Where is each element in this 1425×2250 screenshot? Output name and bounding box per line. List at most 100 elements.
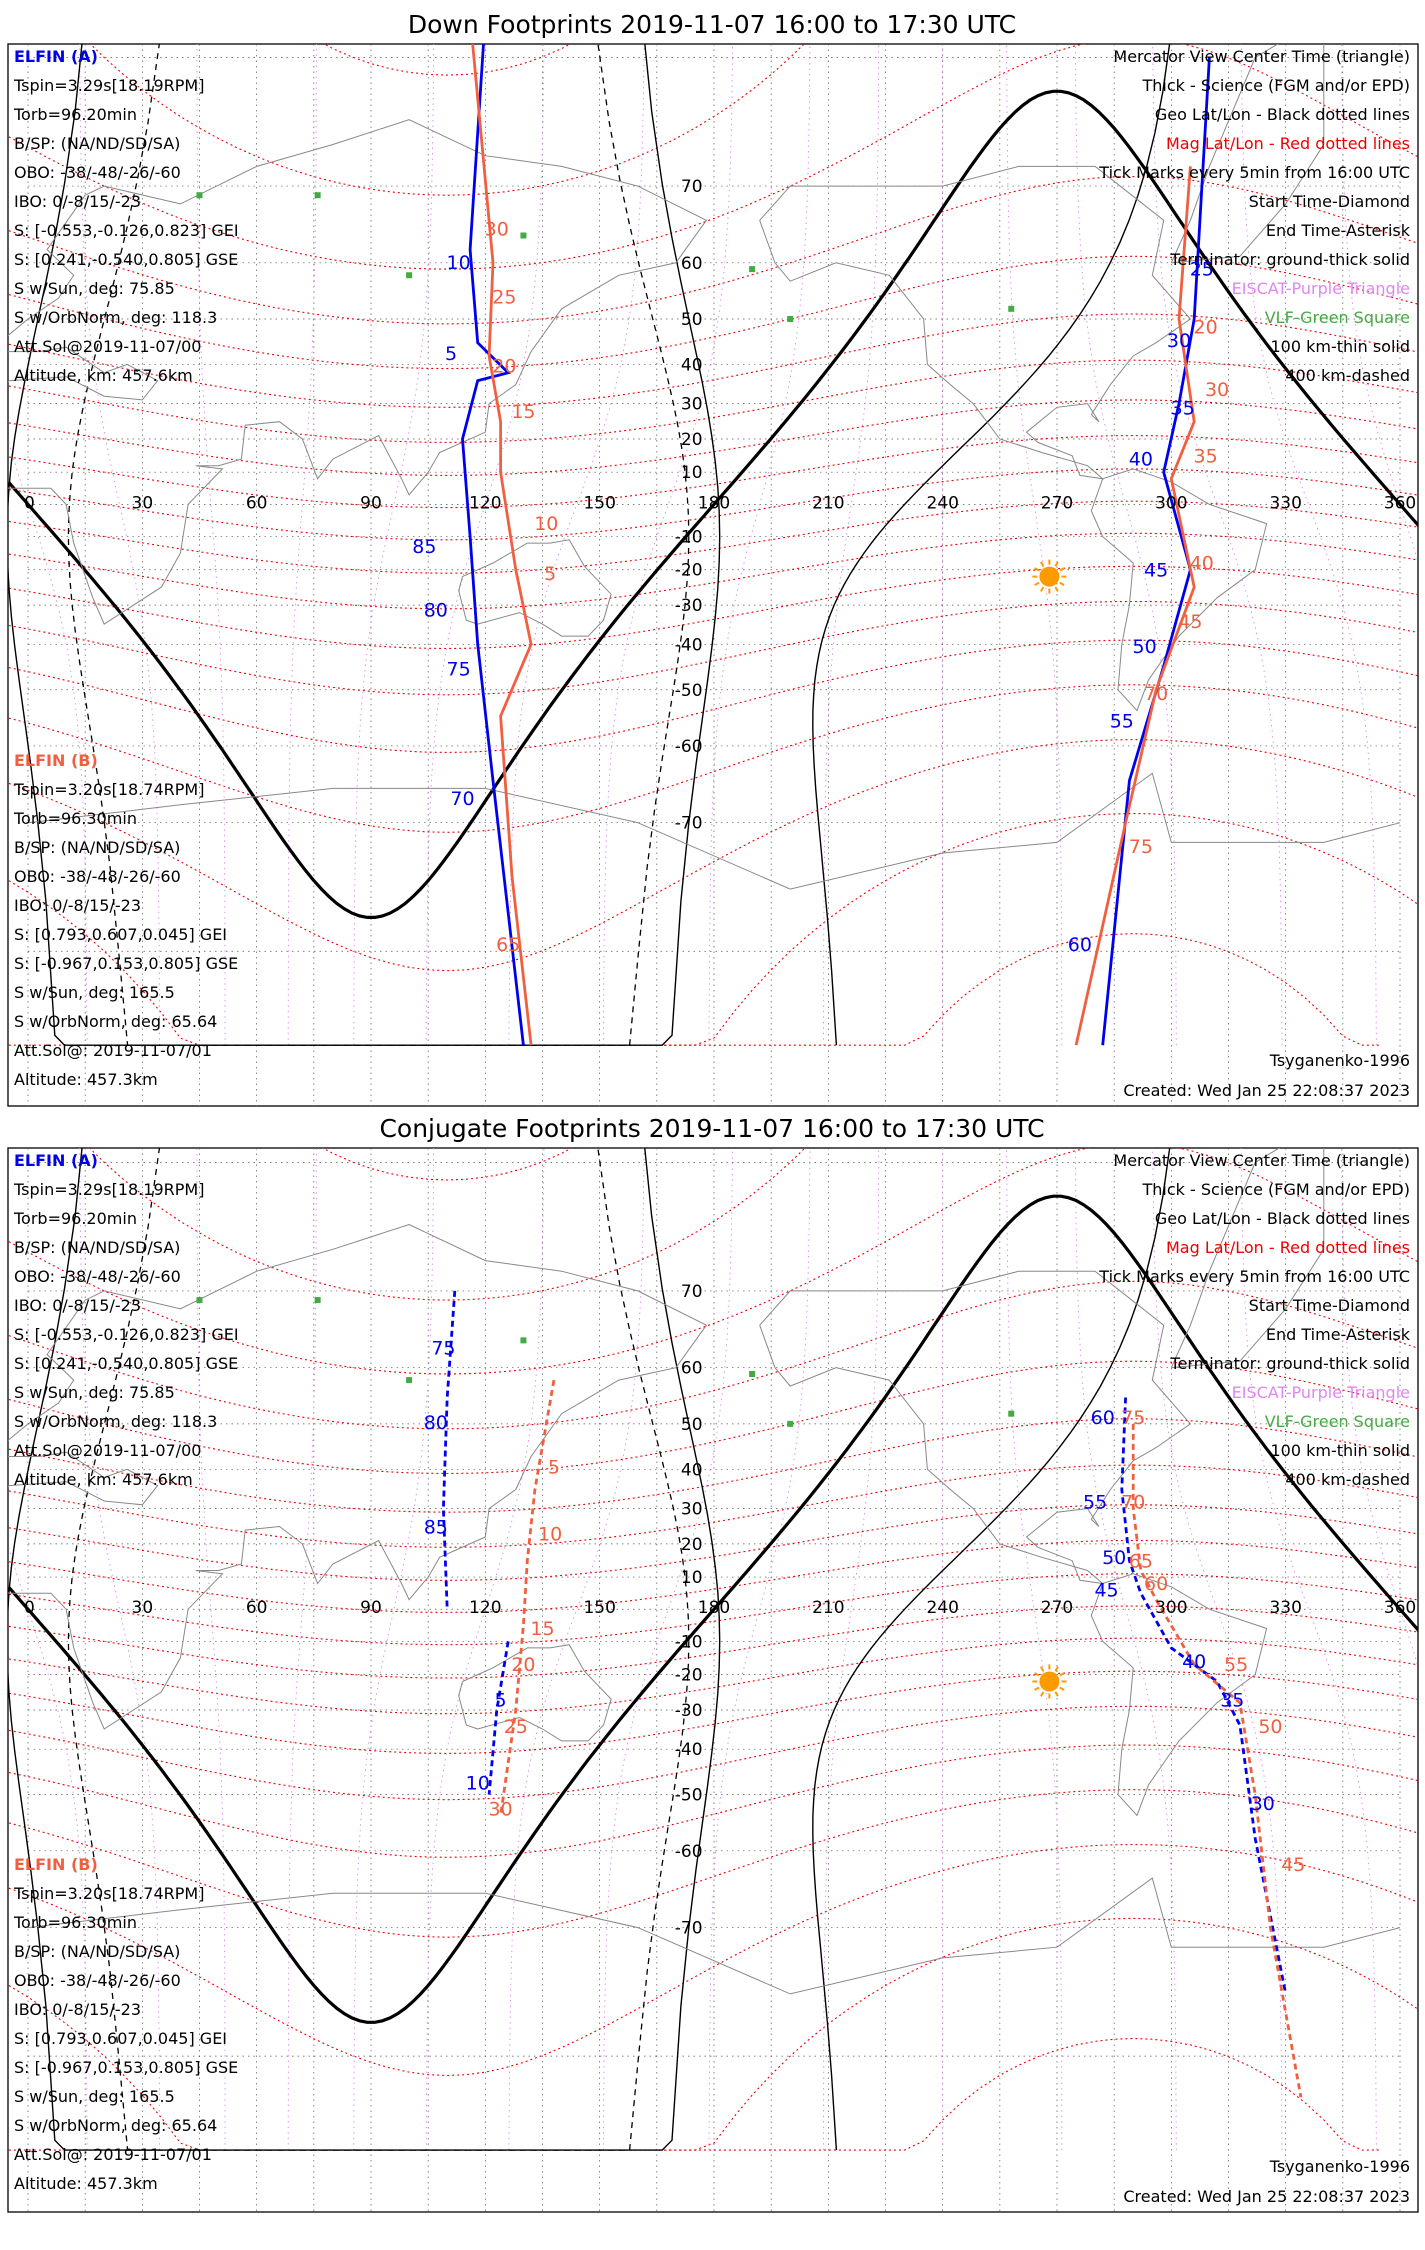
- latitude-label: 60: [681, 254, 703, 274]
- panel-title: Down Footprints 2019-11-07 16:00 to 17:3…: [408, 10, 1016, 39]
- elfin-b-param: S: [0.793,0.607,0.045] GEI: [14, 925, 227, 944]
- latitude-label: -40: [675, 635, 703, 655]
- elfin-a-name: ELFIN (A): [14, 1151, 98, 1170]
- elfin-b-param: Att.Sol@: 2019-11-07/01: [14, 1041, 212, 1060]
- mag-lon-grid: [8, 44, 1418, 1046]
- legend-item: Terminator: ground-thick solid: [1169, 1354, 1410, 1373]
- vlf-marker: [314, 192, 321, 199]
- track-tick-label: 20: [1194, 316, 1218, 338]
- latitude-label: 40: [681, 1460, 703, 1480]
- track-tick-label: 85: [424, 1517, 448, 1539]
- track-tick-label: 25: [504, 1716, 528, 1738]
- elfin-a-param: Att.Sol@2019-11-07/00: [14, 1441, 201, 1460]
- track-tick-label: 20: [492, 356, 516, 378]
- elfin-a-param: Torb=96.20min: [13, 105, 137, 124]
- longitude-label: 30: [132, 1598, 154, 1618]
- track-tick-label: 60: [1144, 1573, 1168, 1595]
- track-tick-label: 65: [496, 934, 520, 956]
- coastlines: [8, 44, 1401, 890]
- vlf-marker: [1008, 305, 1015, 312]
- elfin-b-param: OBO: -38/-48/-26/-60: [14, 1971, 181, 1990]
- track-tick-label: 10: [534, 513, 558, 535]
- terminator: [8, 1148, 1418, 2151]
- track-tick-label: 35: [1171, 398, 1195, 420]
- elfin-a-param: S: [-0.553,-0.126,0.823] GEI: [14, 1325, 239, 1344]
- elfin-a-param: OBO: -38/-48/-26/-60: [14, 1267, 181, 1286]
- legend-item: Terminator: ground-thick solid: [1169, 250, 1410, 269]
- track-tick-label: 30: [1167, 330, 1191, 352]
- latitude-label: -30: [675, 1701, 703, 1721]
- latitude-label: -20: [675, 1666, 703, 1686]
- track-tick-label: 30: [485, 218, 509, 240]
- track-tick-label: 5: [544, 563, 556, 585]
- track-tick-label: 10: [466, 1773, 490, 1795]
- legend-item: Tick Marks every 5min from 16:00 UTC: [1098, 163, 1410, 182]
- track-tick-label: 5: [548, 1456, 560, 1478]
- elfin-a-param: Tspin=3.29s[18.19RPM]: [13, 76, 204, 95]
- latitude-label: 30: [681, 1499, 703, 1519]
- longitude-label: 330: [1269, 1598, 1301, 1618]
- vlf-marker: [787, 1420, 794, 1427]
- elfin-a-param: Att.Sol@2019-11-07/00: [14, 337, 201, 356]
- elfin-a-param: S w/Sun, deg: 75.85: [14, 1383, 175, 1402]
- track-tick-label: 50: [1133, 636, 1157, 658]
- coastlines: [8, 1148, 1401, 1995]
- sun-icon: [1032, 1664, 1067, 1699]
- track-tick-label: 45: [1281, 1854, 1305, 1876]
- elfin-b-param: B/SP: (NA/ND/SD/SA): [14, 1942, 180, 1961]
- track-tick-label: 30: [1251, 1793, 1275, 1815]
- mag-lat-grid: [8, 1148, 1418, 2151]
- map-axis-labels: 0 30 60 90 120 150 180 210 240 270 300 330 360 -70 -60…: [24, 177, 1416, 834]
- track-tick-label: 10: [538, 1523, 562, 1545]
- elfin-b-param: B/SP: (NA/ND/SD/SA): [14, 838, 180, 857]
- elfin-a-param: Torb=96.20min: [13, 1209, 137, 1228]
- panel-title: Conjugate Footprints 2019-11-07 16:00 to…: [379, 1114, 1044, 1143]
- longitude-label: 60: [246, 1598, 268, 1618]
- longitude-label: 120: [469, 1598, 501, 1618]
- track-tick-label: 40: [1190, 553, 1214, 575]
- latitude-label: -70: [675, 814, 703, 834]
- longitude-label: 360: [1384, 1598, 1416, 1618]
- elfin-b-param: Tspin=3.20s[18.74RPM]: [13, 780, 204, 799]
- elfin-a-name: ELFIN (A): [14, 47, 98, 66]
- track-tick-label: 75: [431, 1337, 455, 1359]
- track-tick-label: 25: [492, 287, 516, 309]
- legend-item: VLF-Green Square: [1265, 308, 1410, 327]
- longitude-label: 270: [1041, 493, 1073, 513]
- legend-item: EISCAT-Purple Triangle: [1232, 1383, 1410, 1402]
- track-tick-label: 55: [1110, 711, 1134, 733]
- legend-item: Thick - Science (FGM and/or EPD): [1142, 1180, 1410, 1199]
- elfin-b-param: Altitude: 457.3km: [14, 1070, 158, 1089]
- elfin-a-param: B/SP: (NA/ND/SD/SA): [14, 134, 180, 153]
- longitude-label: 300: [1155, 1598, 1187, 1618]
- latitude-label: 30: [681, 395, 703, 415]
- elfin-a-info: ELFIN (A) Tspin=3.29s[18.19RPM] Torb=96.20…: [13, 1151, 239, 1489]
- vlf-marker: [749, 1370, 756, 1377]
- longitude-label: 270: [1041, 1598, 1073, 1618]
- longitude-label: 210: [812, 493, 844, 513]
- longitude-label: 150: [583, 1598, 615, 1618]
- legend: Mercator View Center Time (triangle) Thic…: [1098, 47, 1410, 385]
- track-tick-label: 40: [1129, 449, 1153, 471]
- track-tick-label: 35: [1194, 445, 1218, 467]
- latitude-label: 10: [681, 463, 703, 483]
- legend-item: Geo Lat/Lon - Black dotted lines: [1155, 105, 1410, 124]
- legend-item: Mercator View Center Time (triangle): [1113, 47, 1410, 66]
- longitude-label: 180: [698, 493, 730, 513]
- footprint-tracks: [461, 44, 1211, 1046]
- vlf-marker: [196, 1297, 203, 1304]
- latitude-label: -30: [675, 596, 703, 616]
- map-frame: [7, 1147, 1419, 2213]
- elfin-b-info: ELFIN (B) Tspin=3.20s[18.74RPM] Torb=96.30…: [13, 751, 238, 1089]
- elfin-a-param: Altitude, km: 457.6km: [14, 366, 193, 385]
- longitude-label: 330: [1269, 493, 1301, 513]
- map-axis-labels: 0 30 60 90 120 150 180 210 240 270 300 330 360 -70 -60…: [24, 1282, 1416, 1939]
- elfin-a-param: S: [0.241,-0.540,0.805] GSE: [14, 250, 238, 269]
- elfin-b-param: Altitude: 457.3km: [14, 2174, 158, 2193]
- latitude-label: 70: [681, 1282, 703, 1302]
- longitude-label: 30: [132, 493, 154, 513]
- track-tick-label: 75: [1129, 836, 1153, 858]
- legend-item: 400 km-dashed: [1285, 366, 1410, 385]
- track-tick-label: 45: [1178, 611, 1202, 633]
- track-tick-label: 50: [1258, 1716, 1282, 1738]
